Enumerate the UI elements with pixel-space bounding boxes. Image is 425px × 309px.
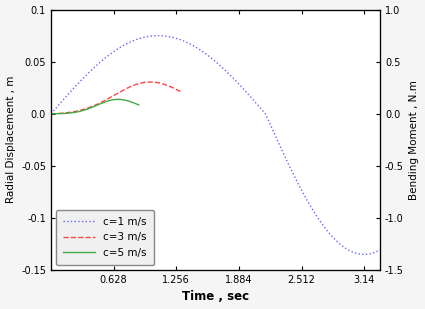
- c=1 m/s: [189, 43, 194, 47]
- c=1 m/s: [336, 241, 341, 244]
- c=5 m/s: [128, 100, 133, 104]
- Legend: c=1 m/s, c=3 m/s, c=5 m/s: c=1 m/s, c=3 m/s, c=5 m/s: [56, 210, 154, 265]
- c=5 m/s: [100, 101, 105, 104]
- Line: c=3 m/s: c=3 m/s: [51, 82, 181, 114]
- c=3 m/s: [135, 82, 140, 86]
- c=5 m/s: [48, 112, 54, 116]
- c=5 m/s: [123, 98, 128, 102]
- c=5 m/s: [136, 103, 141, 107]
- c=3 m/s: [125, 86, 130, 90]
- c=3 m/s: [146, 80, 151, 84]
- c=3 m/s: [82, 107, 87, 111]
- c=3 m/s: [107, 96, 112, 100]
- c=3 m/s: [71, 110, 76, 113]
- c=1 m/s: [156, 34, 161, 37]
- c=3 m/s: [48, 112, 54, 116]
- c=1 m/s: [105, 54, 111, 57]
- c=1 m/s: [86, 71, 91, 75]
- Line: c=5 m/s: c=5 m/s: [51, 99, 139, 114]
- c=1 m/s: [175, 37, 180, 40]
- X-axis label: Time , sec: Time , sec: [182, 290, 249, 303]
- c=1 m/s: [362, 252, 367, 256]
- c=1 m/s: [48, 112, 54, 116]
- c=5 m/s: [101, 101, 106, 104]
- Y-axis label: Bending Moment , N.m: Bending Moment , N.m: [409, 80, 419, 200]
- c=1 m/s: [377, 248, 382, 252]
- Y-axis label: Radial Displacement , m: Radial Displacement , m: [6, 76, 16, 204]
- Line: c=1 m/s: c=1 m/s: [51, 36, 380, 254]
- c=3 m/s: [148, 80, 153, 84]
- c=5 m/s: [49, 112, 54, 116]
- c=3 m/s: [178, 90, 183, 93]
- c=1 m/s: [371, 251, 377, 255]
- c=5 m/s: [115, 98, 120, 101]
- c=5 m/s: [102, 100, 107, 104]
